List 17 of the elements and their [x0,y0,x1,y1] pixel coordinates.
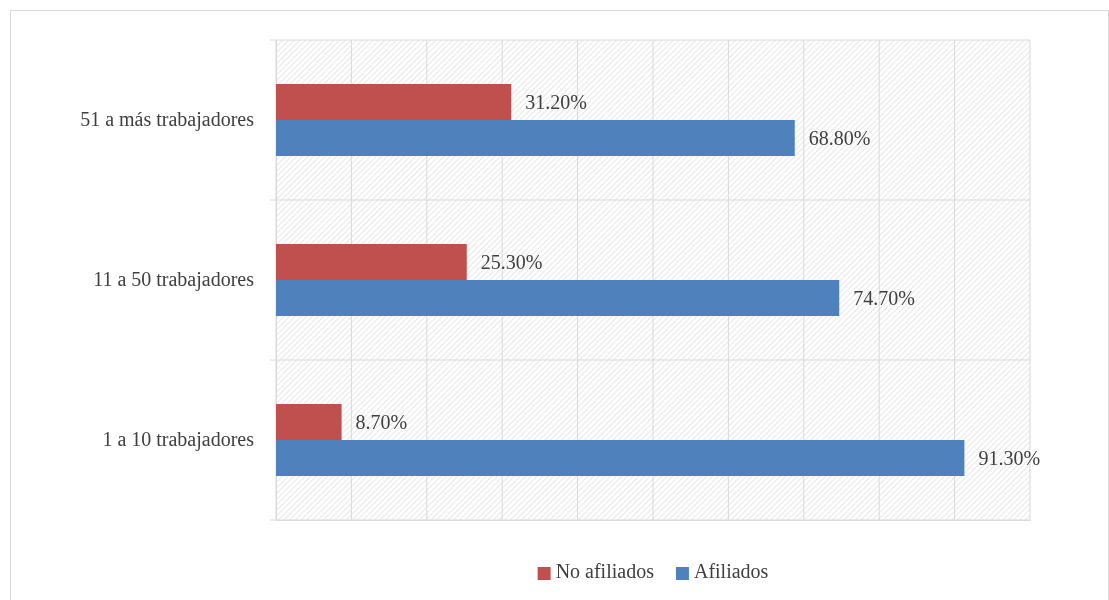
legend-label: Afiliados [693,560,769,582]
bar [276,440,965,476]
data-label: 91.30% [978,447,1041,469]
bar [276,404,342,440]
data-label: 74.70% [853,287,915,309]
data-label: 25.30% [480,251,543,273]
bar [276,84,512,120]
data-label: 8.70% [355,411,408,433]
bar [276,120,795,156]
data-label: 31.20% [525,91,587,113]
y-tick-label: 11 a 50 trabajadores [93,268,255,292]
y-tick-label: 1 a 10 trabajadores [102,428,255,452]
bar [276,244,467,280]
data-label: 68.80% [808,127,871,149]
legend-label: No afiliados [555,560,655,582]
y-tick-label: 51 a más trabajadores [80,108,255,132]
bar [276,280,840,316]
